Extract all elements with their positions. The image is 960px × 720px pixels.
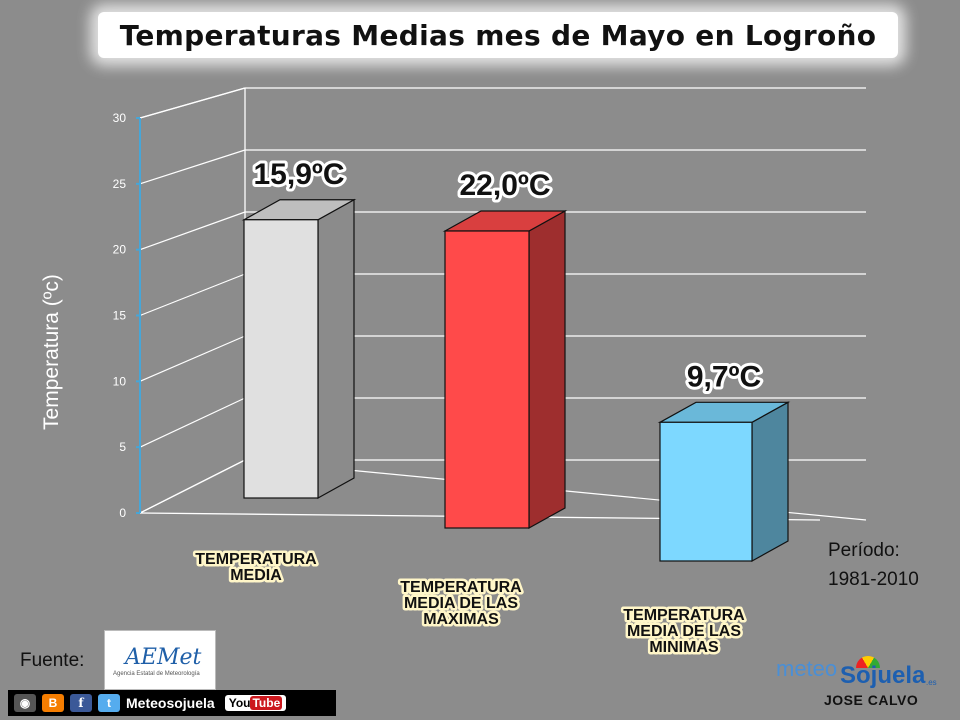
- aemet-logo-text: AEMet: [125, 645, 202, 670]
- source-label: Fuente:: [20, 650, 85, 671]
- data-labels: 15,9ºC 22,0ºC 9,7ºC: [250, 155, 764, 397]
- x-category-line: TEMPERATURA: [623, 607, 745, 624]
- period-value: 1981-2010: [828, 569, 919, 590]
- bar-side-face: [528, 209, 566, 530]
- y-tick-label: 20: [113, 243, 127, 257]
- umbrella-icon: [856, 656, 880, 668]
- bar-2: [442, 209, 568, 530]
- gridline-side: [139, 273, 246, 317]
- bar-front-face: [444, 230, 530, 529]
- y-tick-label: 25: [113, 177, 127, 191]
- facebook-icon[interactable]: f: [70, 694, 92, 712]
- bar-side-face: [317, 198, 355, 500]
- bar-side-face: [751, 401, 789, 563]
- brand-sojuela: Sojuela: [840, 662, 926, 689]
- bar-front-face: [659, 421, 753, 562]
- bar-front-face: [243, 219, 319, 499]
- bar-3: [657, 401, 791, 563]
- social-handle[interactable]: Meteosojuela: [126, 695, 215, 711]
- x-category-line: MEDIA DE LAS: [404, 595, 518, 612]
- social-links-bar: ◉ B f t Meteosojuela You Tube: [8, 690, 336, 716]
- y-tick-label: 15: [113, 309, 127, 323]
- chart-title-box: Temperaturas Medias mes de Mayo en Logro…: [98, 12, 898, 58]
- x-category-line: MINIMAS: [649, 639, 719, 656]
- meteosojuela-brand: meteo Sojuela .es JOSE CALVO: [776, 654, 946, 714]
- x-category-line: MEDIA: [230, 567, 282, 584]
- y-tick-label: 0: [119, 506, 126, 520]
- chart-title: Temperaturas Medias mes de Mayo en Logro…: [119, 18, 877, 52]
- camera-icon[interactable]: ◉: [14, 694, 36, 712]
- gridline-side: [139, 211, 246, 251]
- aemet-logo[interactable]: AEMet Agencia Estatal de Meteorología: [104, 630, 216, 690]
- y-axis-label: Temperatura (ºc): [40, 274, 63, 430]
- y-tick-label: 10: [113, 374, 127, 388]
- gridline-side: [139, 397, 246, 448]
- period-label: Período:: [828, 540, 900, 561]
- bars: [241, 198, 791, 563]
- x-category-line: TEMPERATURA: [400, 579, 522, 596]
- x-category-line: MAXIMAS: [423, 611, 499, 628]
- y-tick-label: 30: [113, 111, 127, 125]
- data-label: 22,0ºC: [459, 169, 550, 202]
- gridline-side: [139, 459, 246, 514]
- bar-1: [241, 198, 357, 500]
- period-note: Período: 1981-2010: [828, 536, 919, 594]
- gridline-side: [139, 87, 246, 119]
- y-axis: 0 5 10 15 20 25 30: [113, 111, 141, 520]
- aemet-logo-subtitle: Agencia Estatal de Meteorología: [113, 671, 200, 677]
- brand-domain: .es: [926, 678, 937, 687]
- y-tick-label: 5: [119, 440, 126, 454]
- author-name: JOSE CALVO: [824, 692, 919, 708]
- data-label: 9,7ºC: [687, 360, 761, 393]
- gridline-side: [139, 149, 246, 185]
- data-label: 15,9ºC: [253, 158, 344, 191]
- blogger-icon[interactable]: B: [42, 694, 64, 712]
- youtube-tube: Tube: [250, 696, 283, 710]
- youtube-icon[interactable]: You Tube: [224, 695, 287, 711]
- brand-meteo: meteo: [776, 656, 838, 681]
- twitter-icon[interactable]: t: [98, 694, 120, 712]
- gridline-side: [139, 335, 246, 382]
- x-category-line: TEMPERATURA: [195, 551, 317, 568]
- youtube-you: You: [228, 696, 251, 710]
- x-category-line: MEDIA DE LAS: [627, 623, 741, 640]
